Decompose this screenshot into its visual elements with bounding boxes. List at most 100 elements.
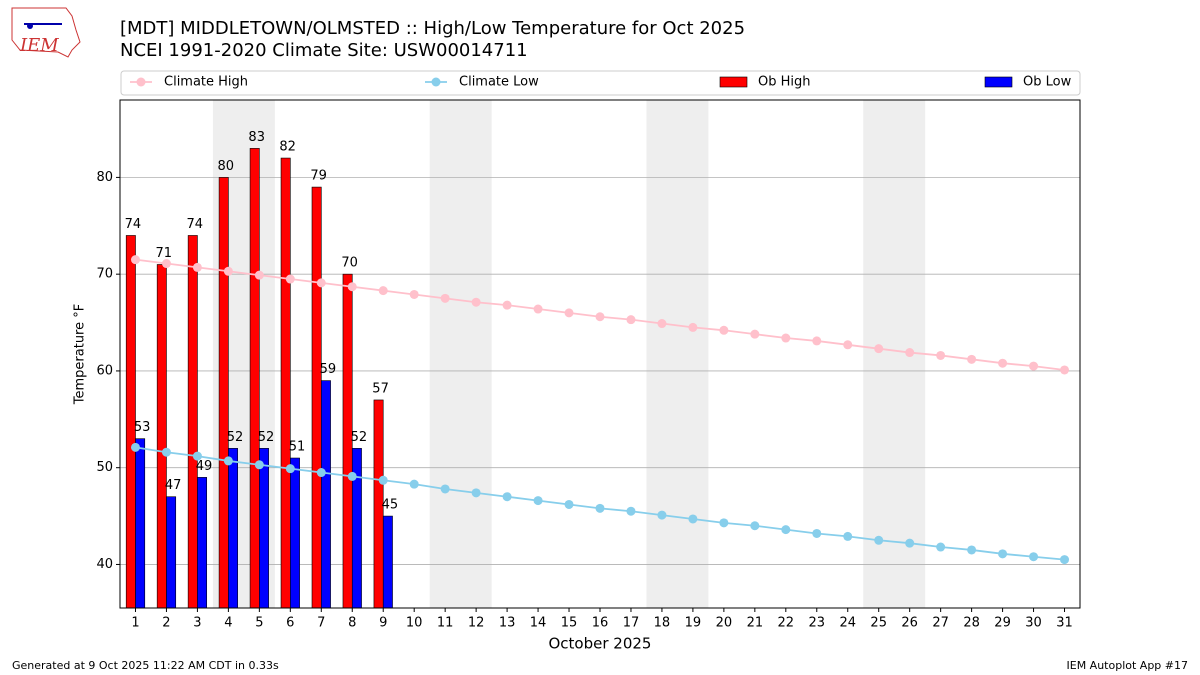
data-label: 45: [382, 498, 399, 513]
line-point: [564, 308, 574, 318]
x-tick-label: 31: [1056, 616, 1073, 631]
x-tick-label: 29: [994, 616, 1011, 631]
data-label: 52: [227, 430, 244, 445]
legend-swatch: [984, 76, 1013, 88]
bar: [311, 186, 322, 609]
line-point: [1060, 555, 1070, 565]
weekend-shade: [863, 100, 926, 608]
x-tick-label: 10: [406, 616, 423, 631]
line-point: [998, 549, 1008, 559]
bar: [197, 477, 208, 609]
line-point: [874, 344, 884, 354]
x-tick-label: 12: [468, 616, 485, 631]
data-label: 74: [187, 217, 204, 232]
x-tick-label: 23: [809, 616, 826, 631]
line-point: [471, 488, 481, 498]
data-label: 47: [165, 478, 182, 493]
line-point: [1029, 552, 1039, 562]
legend-item: Ob High: [719, 75, 811, 90]
line-point: [471, 297, 481, 307]
bar: [156, 264, 167, 609]
line-point: [874, 535, 884, 545]
line-point: [254, 460, 264, 470]
line-point: [812, 528, 822, 538]
x-tick-label: 26: [901, 616, 918, 631]
line-point: [533, 496, 543, 506]
line-point: [223, 266, 233, 276]
line-point: [657, 510, 667, 520]
x-tick-label: 1: [131, 616, 139, 631]
line-point: [130, 442, 140, 452]
line-point: [192, 451, 202, 461]
data-label: 82: [279, 140, 296, 155]
line-point: [657, 319, 667, 329]
logo: IEM: [11, 7, 81, 58]
legend-label: Ob Low: [1023, 75, 1072, 90]
line-point: [254, 270, 264, 280]
x-tick-label: 8: [348, 616, 356, 631]
data-label: 53: [134, 420, 151, 435]
line-point: [812, 336, 822, 346]
x-tick-label: 13: [499, 616, 516, 631]
line-point: [285, 274, 295, 284]
line-point: [626, 315, 636, 325]
line-point: [905, 348, 915, 358]
x-tick-label: 17: [623, 616, 640, 631]
data-label: 51: [289, 440, 306, 455]
x-tick-label: 11: [437, 616, 454, 631]
line-point: [688, 322, 698, 332]
x-tick-label: 18: [654, 616, 671, 631]
x-axis-label: October 2025: [549, 635, 652, 653]
y-axis-label: Temperature °F: [73, 304, 88, 405]
data-label: 74: [125, 217, 142, 232]
x-tick-label: 28: [963, 616, 980, 631]
x-tick-label: 25: [870, 616, 887, 631]
line-point: [843, 340, 853, 350]
line-point: [502, 300, 512, 310]
line-point: [719, 325, 729, 335]
x-tick-label: 27: [932, 616, 949, 631]
x-tick-label: 2: [162, 616, 170, 631]
x-tick-label: 3: [193, 616, 201, 631]
line-point: [161, 447, 171, 457]
line-point: [905, 538, 915, 548]
line-point: [440, 484, 450, 494]
line-point: [936, 542, 946, 552]
data-label: 70: [341, 256, 358, 271]
x-tick-label: 15: [561, 616, 578, 631]
data-label: 57: [372, 381, 389, 396]
line-point: [998, 358, 1008, 368]
line-point: [347, 471, 357, 481]
x-tick-label: 4: [224, 616, 232, 631]
line-point: [1060, 365, 1070, 375]
line-point: [316, 468, 326, 478]
line-point: [440, 293, 450, 303]
bar: [187, 235, 198, 609]
x-tick-label: 22: [778, 616, 795, 631]
data-label: 83: [248, 130, 265, 145]
line-point: [1029, 361, 1039, 371]
data-label: 59: [320, 362, 337, 377]
line-point: [626, 506, 636, 516]
bar: [218, 177, 229, 609]
x-tick-label: 20: [716, 616, 733, 631]
line-point: [502, 492, 512, 502]
logo-text: IEM: [19, 35, 59, 56]
bar: [135, 438, 146, 609]
line-point: [378, 286, 388, 296]
x-tick-label: 14: [530, 616, 547, 631]
bar: [382, 515, 393, 609]
line-point: [688, 514, 698, 524]
legend-marker: [431, 77, 441, 87]
data-label: 71: [156, 246, 173, 261]
y-tick-label: 40: [96, 557, 113, 572]
data-label: 52: [258, 430, 275, 445]
line-point: [781, 525, 791, 535]
line-point: [316, 278, 326, 288]
x-tick-label: 19: [685, 616, 702, 631]
legend-item: Climate High: [130, 75, 248, 90]
x-tick-label: 30: [1025, 616, 1042, 631]
x-tick-label: 16: [592, 616, 609, 631]
line-point: [285, 464, 295, 474]
